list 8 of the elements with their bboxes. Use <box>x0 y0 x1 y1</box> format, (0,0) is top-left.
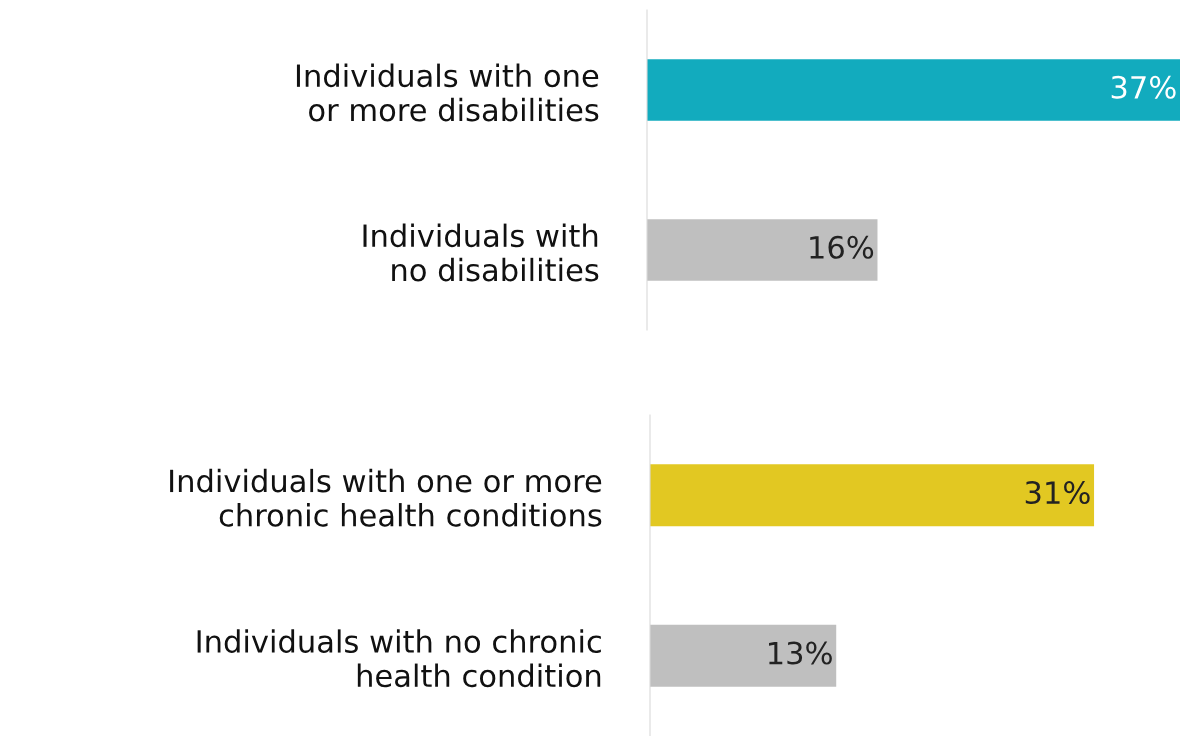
data-label: 37% <box>1111 75 1176 99</box>
y-tick-label: Individuals with no disabilities <box>363 223 599 282</box>
y-tick-label: Individuals with one or more chronic health conditions <box>170 468 602 527</box>
y-tick-label: Individuals with one or more disabilities <box>296 63 599 122</box>
y-tick-label: Individuals with no chronic health condition <box>197 629 601 688</box>
data-label: 13% <box>769 641 832 665</box>
data-label: 16% <box>810 235 874 259</box>
data-label: 31% <box>1025 481 1090 505</box>
